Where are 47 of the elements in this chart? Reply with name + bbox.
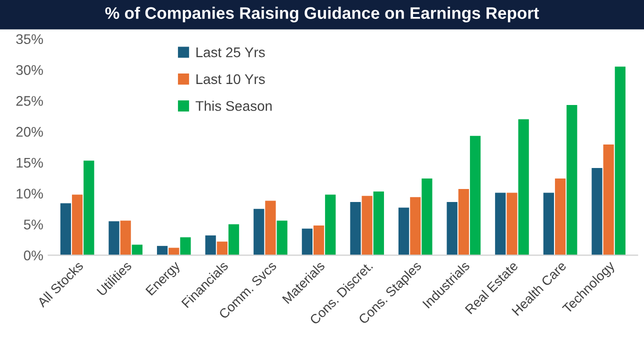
bar (120, 220, 131, 256)
bar (410, 197, 421, 256)
bar (458, 189, 469, 256)
bar (495, 192, 506, 256)
legend-label: This Season (196, 100, 272, 111)
bar (543, 192, 554, 256)
bar (205, 235, 216, 256)
y-tick-label: 10% (16, 188, 43, 199)
y-tick-label: 20% (16, 126, 43, 137)
bar (108, 221, 120, 256)
legend-label: Last 25 Yrs (196, 47, 265, 58)
y-tick-label: 15% (16, 158, 43, 168)
bar (446, 202, 458, 256)
bar (373, 192, 384, 256)
bar (132, 244, 142, 256)
y-tick-label: 35% (16, 34, 43, 44)
bar (302, 228, 312, 256)
bar (60, 203, 71, 256)
chart-title: % of Companies Raising Guidance on Earnings Report (105, 6, 539, 22)
bar (72, 194, 83, 256)
bar (265, 200, 276, 256)
bar (518, 119, 529, 256)
bar (156, 246, 168, 256)
y-tick-label: 0% (24, 250, 43, 260)
bar (362, 196, 372, 256)
bar (603, 144, 614, 256)
bar (614, 66, 626, 256)
bar (566, 105, 578, 256)
bar (422, 178, 432, 256)
bar (216, 242, 228, 256)
bar (228, 224, 240, 256)
legend-label: Last 10 Yrs (196, 74, 265, 84)
bar (398, 208, 410, 256)
bar (180, 237, 191, 256)
bar (506, 192, 518, 256)
bar (325, 194, 336, 256)
bar (554, 178, 566, 256)
bar (84, 160, 94, 256)
bar (350, 202, 361, 256)
bar (276, 220, 288, 256)
bar (592, 168, 602, 256)
bar (313, 226, 324, 256)
y-tick-label: 25% (16, 96, 43, 106)
bar (254, 208, 264, 256)
bar (470, 136, 481, 256)
y-tick-label: 5% (24, 220, 43, 230)
y-tick-label: 30% (16, 65, 43, 75)
